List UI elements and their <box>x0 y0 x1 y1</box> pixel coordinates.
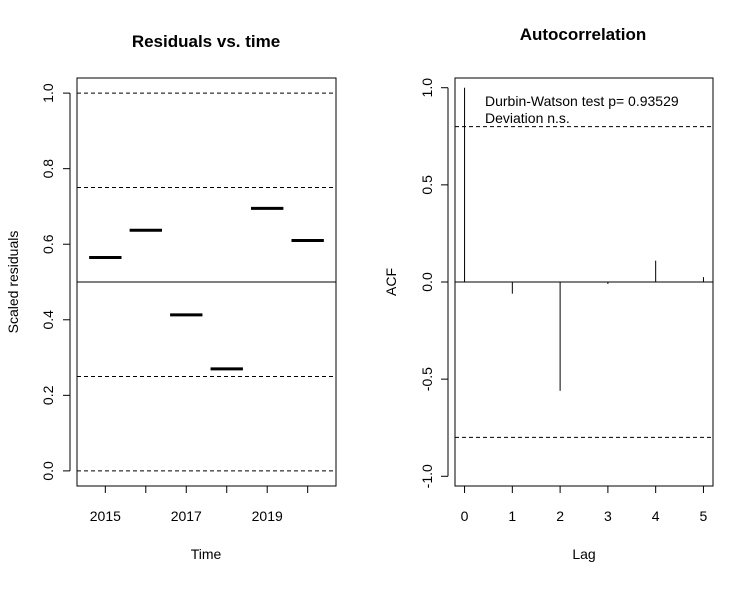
y-axis: 0.0 0.2 0.4 0.6 0.8 1.0 <box>40 83 71 481</box>
x-axis-label: Lag <box>572 546 595 562</box>
reference-lines <box>77 92 336 472</box>
data-marks <box>89 206 324 371</box>
y-tick-label: -1.0 <box>419 464 435 488</box>
durbin-watson-annotation: Durbin-Watson test p= 0.93529 <box>485 93 679 109</box>
y-tick-label: 0.0 <box>419 272 435 292</box>
x-tick-label: 2015 <box>90 508 121 524</box>
x-tick-label: 2 <box>556 508 564 524</box>
residuals-panel: Residuals vs. time 2015 2017 2019 0.00.20.… <box>5 32 337 562</box>
x-tick-label: 3 <box>604 508 612 524</box>
reference-lines <box>455 126 713 438</box>
x-tick-label: 4 <box>652 508 660 524</box>
y-tick-label: 0.8 <box>40 159 56 179</box>
acf-panel: Autocorrelation 0 1 2 3 4 5 -1.0 -0.5 0.0 0.5 1.0… <box>383 25 714 562</box>
x-axis: 0 1 2 3 4 5 <box>461 485 708 524</box>
y-tick-label: 0.5 <box>419 175 435 195</box>
data-marks <box>464 87 704 391</box>
x-tick-label: 1 <box>508 508 516 524</box>
y-tick-label: 1.0 <box>40 83 56 103</box>
y-tick-label: 1.0 <box>419 78 435 98</box>
chart-title: Residuals vs. time <box>132 32 280 51</box>
y-tick-label: 0.0 <box>40 461 56 481</box>
x-tick-label: 2019 <box>252 508 283 524</box>
x-tick-label: 5 <box>700 508 708 524</box>
x-axis-label: Time <box>191 546 222 562</box>
y-tick-label: -0.5 <box>419 367 435 391</box>
x-tick-label: 0 <box>461 508 469 524</box>
y-tick-label: 0.2 <box>40 385 56 405</box>
chart-title: Autocorrelation <box>520 25 647 44</box>
y-axis-label: Scaled residuals <box>5 231 21 334</box>
deviation-annotation: Deviation n.s. <box>485 110 570 126</box>
y-axis: -1.0 -0.5 0.0 0.5 1.0 <box>419 78 449 488</box>
x-tick-label: 2017 <box>171 508 202 524</box>
y-tick-label: 0.6 <box>40 234 56 254</box>
y-axis-label: ACF <box>383 268 399 296</box>
y-tick-label: 0.4 <box>40 310 56 330</box>
x-axis: 2015 2017 2019 <box>90 485 309 524</box>
